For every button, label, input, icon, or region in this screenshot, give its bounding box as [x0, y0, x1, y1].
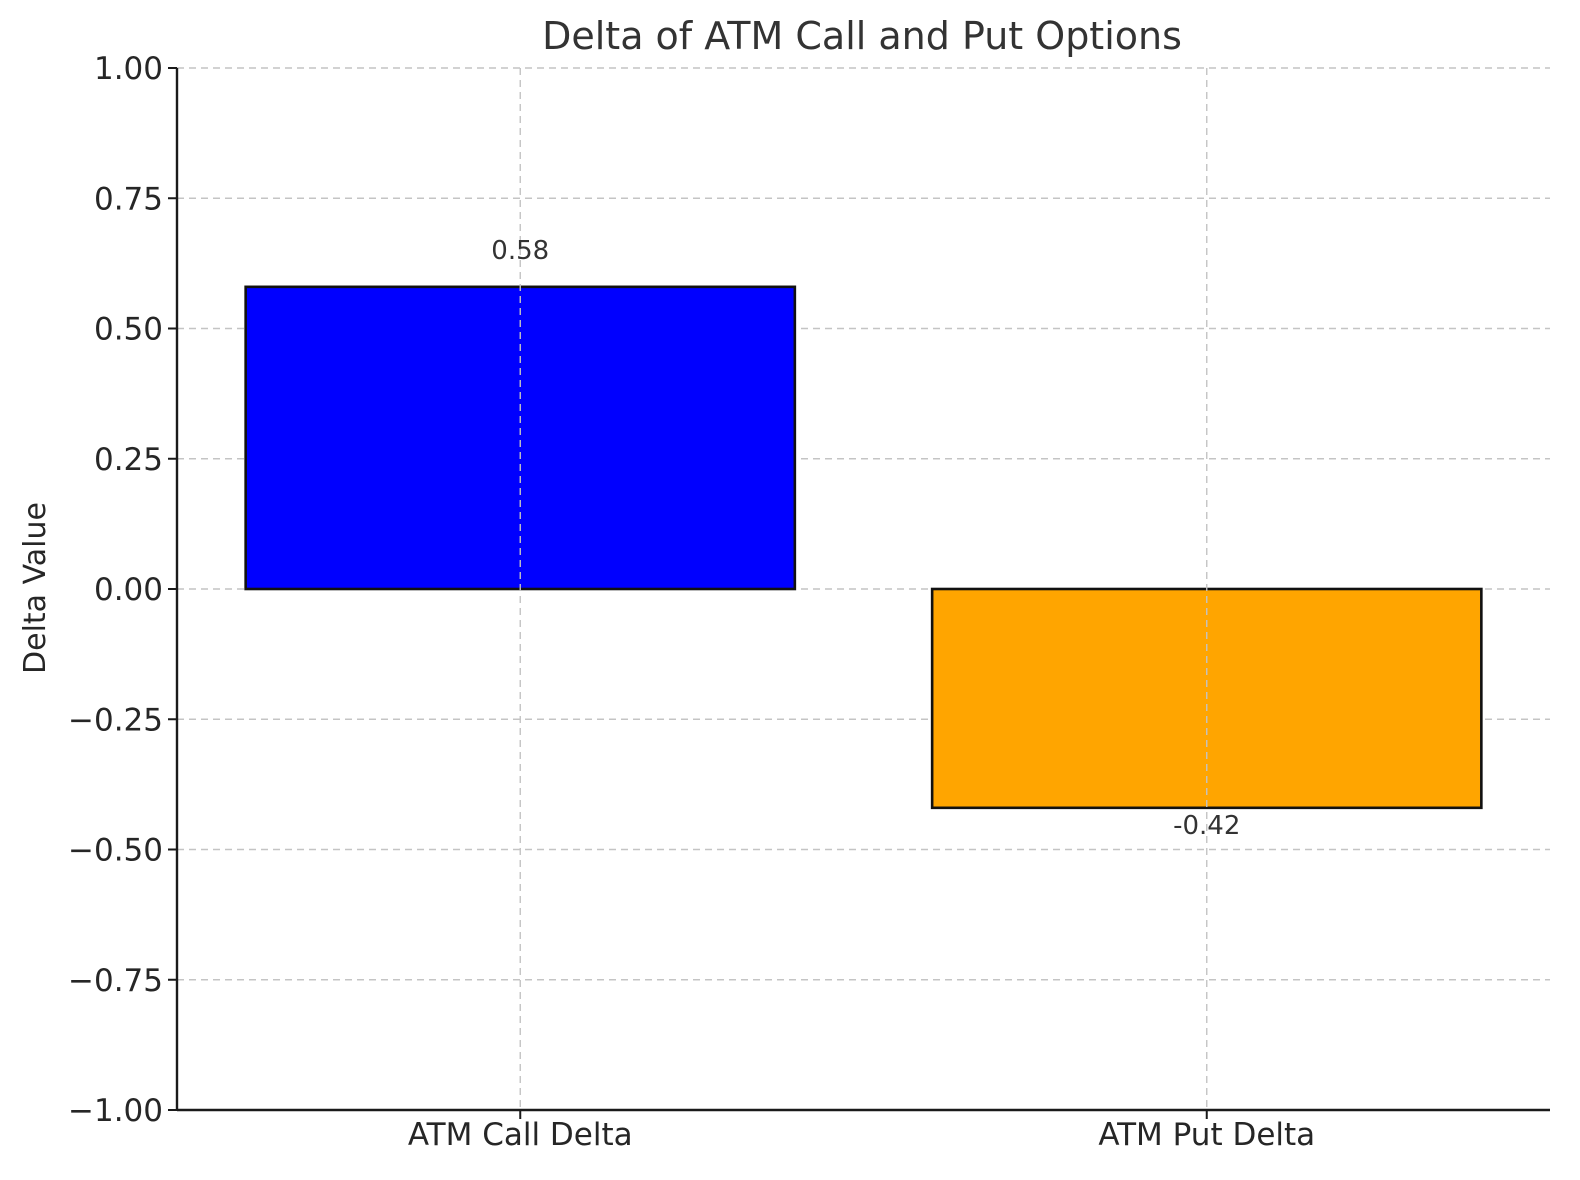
y-tick-label: 0.00 — [94, 572, 163, 608]
tick-labels: −1.00 −0.75 −0.50 −0.25 0.00 0.25 0.50 0.75 1.00… — [68, 51, 1315, 1153]
y-tick-label: 1.00 — [94, 51, 163, 87]
y-axis-label: Delta Value — [18, 502, 53, 674]
data-label: 0.58 — [491, 236, 549, 266]
bars — [244, 285, 1483, 810]
data-label: -0.42 — [1173, 811, 1240, 841]
vertical-grid — [519, 68, 1208, 1110]
y-tick-label: 0.50 — [94, 312, 163, 348]
axes — [168, 67, 1550, 1119]
x-tick-label: ATM Put Delta — [1098, 1117, 1315, 1153]
y-tick-label: −0.75 — [68, 963, 163, 999]
y-tick-label: 0.25 — [94, 442, 163, 478]
chart-title: Delta of ATM Call and Put Options — [542, 14, 1182, 58]
data-labels: 0.58 -0.42 — [491, 236, 1240, 841]
y-tick-label: 0.75 — [94, 181, 163, 217]
x-tick-label: ATM Call Delta — [408, 1117, 633, 1153]
y-tick-label: −0.25 — [68, 702, 163, 738]
y-tick-label: −1.00 — [68, 1093, 163, 1129]
y-tick-label: −0.50 — [68, 833, 163, 869]
